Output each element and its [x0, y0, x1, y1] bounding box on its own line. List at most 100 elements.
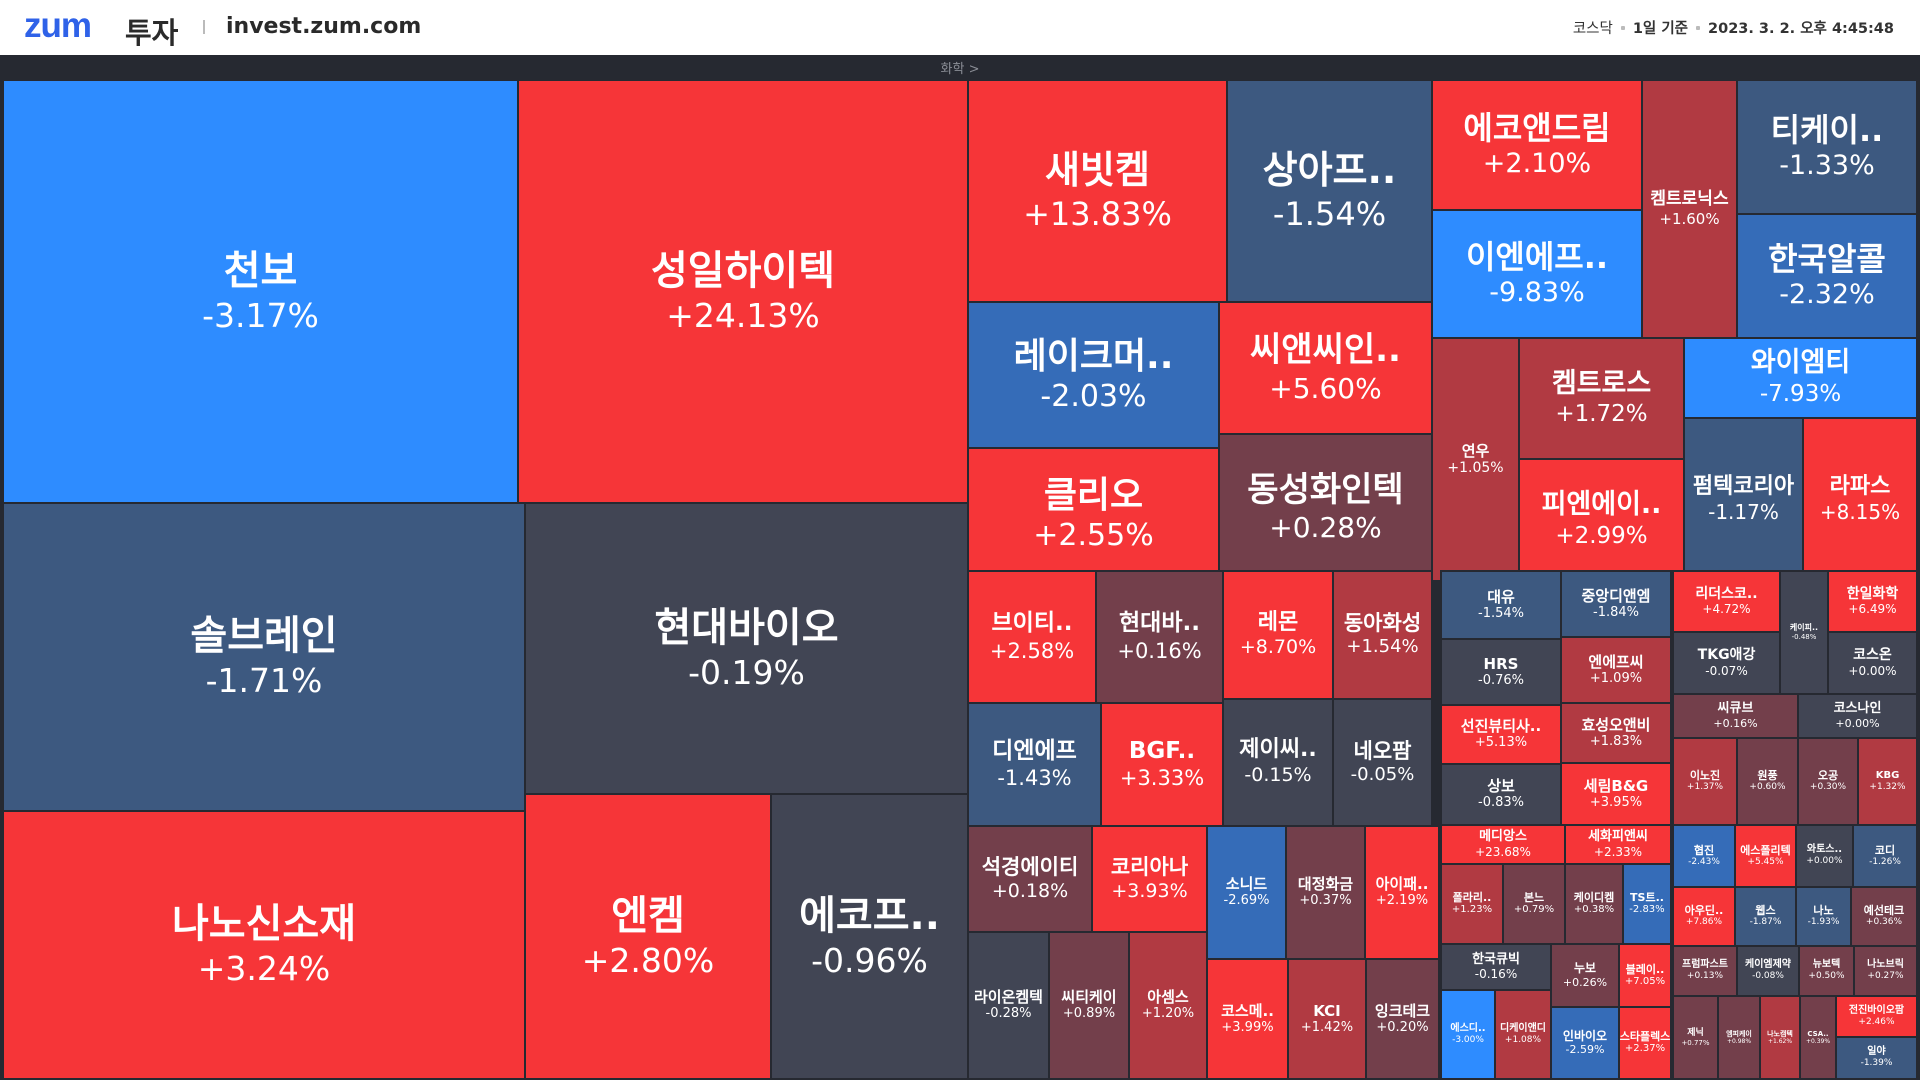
treemap-tile[interactable]: 와토스.. +0.00%	[1795, 824, 1854, 888]
treemap-tile[interactable]: 라파스 +8.15%	[1802, 417, 1918, 582]
treemap-tile[interactable]: 케이디켐 +0.38%	[1564, 863, 1624, 945]
treemap-tile[interactable]: 대유 -1.54%	[1440, 570, 1562, 640]
treemap-tile[interactable]: 오공 +0.30%	[1797, 737, 1859, 826]
treemap-tile[interactable]: 본느 +0.79%	[1502, 863, 1566, 945]
treemap-tile[interactable]: BGF.. +3.33%	[1100, 702, 1224, 827]
treemap-tile[interactable]: 씨앤씨인.. +5.60%	[1218, 301, 1433, 435]
treemap-tile[interactable]: 솔브레인 -1.71%	[2, 502, 526, 812]
treemap-tile[interactable]: 나노브릭 +0.27%	[1853, 945, 1918, 997]
treemap-tile[interactable]: 에스폴리텍 +5.45%	[1734, 824, 1797, 888]
treemap-tile[interactable]: 스타플렉스 +2.37%	[1618, 1006, 1672, 1080]
timestamp: 2023. 3. 2. 오후 4:45:48	[1708, 21, 1894, 37]
zum-logo[interactable]: zum	[24, 6, 92, 45]
treemap-tile[interactable]: 현대바이오 -0.19%	[524, 502, 969, 795]
treemap-tile[interactable]: 협진 -2.43%	[1672, 824, 1736, 888]
treemap-tile[interactable]: 레몬 +8.70%	[1222, 570, 1334, 700]
treemap-tile[interactable]: 한일화학 +6.49%	[1827, 570, 1918, 633]
treemap-tile[interactable]: CSA.. +0.39%	[1799, 995, 1837, 1080]
treemap-tile[interactable]: 아셈스 +1.20%	[1128, 931, 1208, 1080]
treemap-tile[interactable]: 코디 -1.26%	[1852, 824, 1918, 888]
treemap-tile[interactable]: 브이티.. +2.58%	[967, 570, 1097, 704]
treemap-tile[interactable]: 엔에프씨 +1.09%	[1560, 636, 1672, 704]
treemap-tile[interactable]: 제닉 +0.77%	[1672, 995, 1719, 1080]
separator-dot	[1620, 25, 1625, 30]
treemap-tile[interactable]: 전진바이오팜 +2.46%	[1835, 995, 1918, 1038]
treemap-tile[interactable]: 나노신소재 +3.24%	[2, 810, 526, 1080]
treemap-tile[interactable]: 씨티케이 +0.89%	[1048, 931, 1130, 1080]
treemap-tile[interactable]: 케이피.. -0.48%	[1779, 570, 1829, 695]
treemap-tile[interactable]: 클리오 +2.55%	[967, 447, 1220, 582]
treemap-tile[interactable]: 나노캠텍 +1.62%	[1759, 995, 1801, 1080]
treemap-tile[interactable]: 와이엠티 -7.93%	[1683, 337, 1918, 419]
treemap-tile[interactable]: HRS -0.76%	[1440, 638, 1562, 706]
treemap-tile[interactable]: TKG애강 -0.07%	[1672, 631, 1781, 695]
treemap-tile[interactable]: 예선테크 +0.36%	[1850, 886, 1918, 947]
treemap-tile[interactable]: 뉴보텍 +0.50%	[1798, 945, 1855, 997]
treemap-tile[interactable]: 코스메.. +3.99%	[1206, 958, 1289, 1080]
treemap-tile[interactable]: 웹스 -1.87%	[1734, 886, 1797, 947]
treemap-tile[interactable]: 레이크머.. -2.03%	[967, 301, 1220, 449]
treemap-tile[interactable]: 한국알콜 -2.32%	[1736, 213, 1918, 339]
treemap-tile[interactable]: 펌텍코리아 -1.17%	[1683, 417, 1804, 582]
sector-breadcrumb[interactable]: 화학 >	[940, 62, 980, 77]
treemap-tile[interactable]: 인바이오 -2.59%	[1550, 1006, 1620, 1080]
treemap-tile[interactable]: 에코앤드림 +2.10%	[1431, 79, 1643, 211]
treemap-tile[interactable]: 원풍 +0.60%	[1736, 737, 1799, 826]
treemap-tile[interactable]: 제이씨.. -0.15%	[1222, 698, 1334, 827]
treemap-tile[interactable]: 네오팜 -0.05%	[1332, 698, 1433, 827]
treemap-tile[interactable]: 엠피케이 +0.98%	[1717, 995, 1761, 1080]
treemap-tile[interactable]: 아우딘.. +7.86%	[1672, 886, 1736, 947]
logo-subtitle[interactable]: 투자	[125, 16, 179, 50]
treemap-tile[interactable]: 코리아나 +3.93%	[1091, 825, 1208, 933]
treemap-tile[interactable]: 대정화금 +0.37%	[1285, 825, 1366, 960]
treemap-tile[interactable]: 효성오앤비 +1.83%	[1560, 702, 1672, 764]
treemap-tile[interactable]: 에코프.. -0.96%	[770, 793, 969, 1080]
treemap-tile[interactable]: 이노진 +1.37%	[1672, 737, 1738, 826]
treemap-tile[interactable]: 엔켐 +2.80%	[524, 793, 772, 1080]
treemap-tile[interactable]: 일야 -1.39%	[1835, 1036, 1918, 1080]
treemap-tile[interactable]: 한국큐빅 -0.16%	[1440, 943, 1552, 991]
treemap-tile[interactable]: 나노 -1.93%	[1795, 886, 1852, 947]
treemap-tile[interactable]: 메디앙스 +23.68%	[1440, 824, 1566, 865]
treemap-tile[interactable]: 천보 -3.17%	[2, 79, 519, 504]
treemap-tile[interactable]: 누보 +0.26%	[1550, 943, 1620, 1008]
treemap-tile[interactable]: 씨큐브 +0.16%	[1672, 693, 1799, 739]
treemap-tile[interactable]: 리더스코.. +4.72%	[1672, 570, 1781, 633]
treemap-tile[interactable]: 동성화인텍 +0.28%	[1218, 433, 1433, 582]
treemap-tile[interactable]: 상보 -0.83%	[1440, 763, 1562, 826]
treemap-tile[interactable]: 케이엠제약 -0.08%	[1736, 945, 1800, 997]
treemap-tile[interactable]: 세화피앤씨 +2.33%	[1564, 824, 1672, 865]
treemap-tile[interactable]: 티케이.. -1.33%	[1736, 79, 1918, 215]
treemap-tile[interactable]: KBG +1.32%	[1857, 737, 1918, 826]
treemap-tile[interactable]: 석경에이티 +0.18%	[967, 825, 1093, 933]
market-meta: 코스닥 1일 기준 2023. 3. 2. 오후 4:45:48	[1573, 17, 1894, 38]
treemap-tile[interactable]: 켐트로스 +1.72%	[1518, 337, 1685, 460]
treemap-tile[interactable]: 세림B&G +3.95%	[1560, 762, 1672, 826]
treemap-tile[interactable]: 켐트로닉스 +1.60%	[1641, 79, 1738, 339]
treemap-tile[interactable]: 중앙디앤엠 -1.84%	[1560, 570, 1672, 638]
treemap-tile[interactable]: 디엔에프 -1.43%	[967, 702, 1102, 827]
treemap-tile[interactable]: 잉크테크 +0.20%	[1365, 958, 1440, 1080]
treemap-tile[interactable]: 코스온 +0.00%	[1827, 631, 1918, 695]
treemap-tile[interactable]: 현대바.. +0.16%	[1095, 570, 1224, 704]
treemap-tile[interactable]: 연우 +1.05%	[1431, 337, 1520, 582]
treemap-tile[interactable]: KCI +1.42%	[1287, 958, 1367, 1080]
treemap-tile[interactable]: 이엔에프.. -9.83%	[1431, 209, 1643, 339]
treemap-tile[interactable]: 블레이.. +7.05%	[1618, 943, 1672, 1008]
treemap-tile[interactable]: 새빗켐 +13.83%	[967, 79, 1228, 303]
treemap-tile[interactable]: 프럼파스트 +0.13%	[1672, 945, 1738, 997]
treemap-tile[interactable]: 아이패.. +2.19%	[1364, 825, 1440, 960]
treemap-tile[interactable]: 폴라리.. +1.23%	[1440, 863, 1504, 945]
treemap-tile[interactable]: TS트.. -2.83%	[1622, 863, 1672, 945]
treemap-tile[interactable]: 라이온켐텍 -0.28%	[967, 931, 1050, 1080]
treemap-tile[interactable]: 성일하이텍 +24.13%	[517, 79, 969, 504]
treemap-tile[interactable]: 코스나인 +0.00%	[1797, 693, 1918, 739]
treemap-tile[interactable]: 소니드 -2.69%	[1206, 825, 1287, 960]
treemap-tile[interactable]: 동아화성 +1.54%	[1332, 570, 1433, 700]
sector-breadcrumb-bar: 화학 >	[0, 55, 1920, 77]
treemap-tile[interactable]: 피엔에이.. +2.99%	[1518, 458, 1685, 582]
treemap-tile[interactable]: 선진뷰티사.. +5.13%	[1440, 704, 1562, 765]
treemap-tile[interactable]: 상아프.. -1.54%	[1226, 79, 1433, 303]
treemap-tile[interactable]: 디케이앤디 +1.08%	[1494, 989, 1552, 1080]
treemap-tile[interactable]: 에스디.. -3.00%	[1440, 989, 1496, 1080]
